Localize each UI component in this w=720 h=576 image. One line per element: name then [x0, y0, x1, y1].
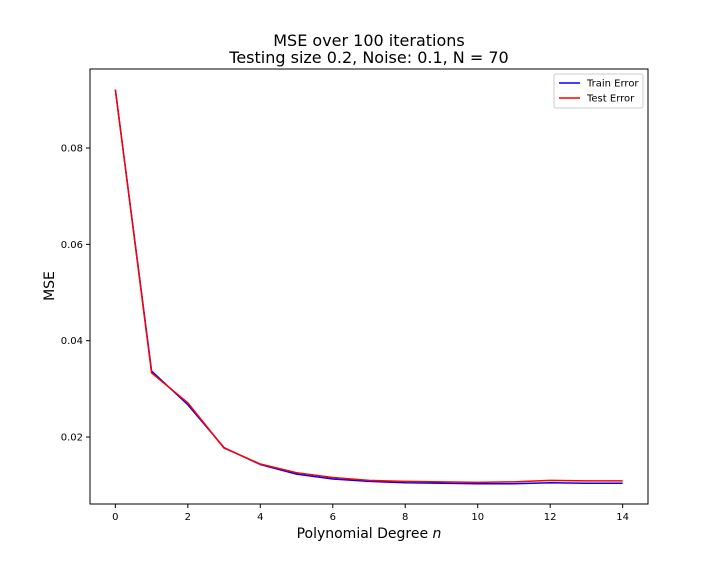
x-axis-label: Polynomial Degree n [297, 526, 442, 542]
x-axis-ticks: 0 2 4 6 8 10 12 14 [112, 504, 629, 523]
x-tick-label: 2 [185, 512, 191, 523]
x-tick-label: 6 [330, 512, 336, 523]
x-tick-label: 14 [616, 512, 629, 523]
y-tick-label: 0.08 [61, 144, 83, 155]
x-tick-label: 8 [402, 512, 408, 523]
y-tick-label: 0.02 [61, 433, 83, 444]
y-tick-label: 0.04 [61, 336, 83, 347]
y-axis-label: MSE [42, 271, 58, 301]
x-tick-label: 12 [544, 512, 557, 523]
x-tick-label: 4 [257, 512, 263, 523]
x-axis-label-text: Polynomial Degree [297, 526, 429, 542]
x-axis-label-variable: n [433, 526, 442, 542]
y-tick-label: 0.06 [61, 240, 83, 251]
chart-title-line-2: Testing size 0.2, Noise: 0.1, N = 70 [228, 48, 508, 67]
legend-label: Train Error [586, 79, 639, 90]
legend-label: Test Error [586, 94, 635, 105]
plot-frame [89, 68, 649, 505]
series-line-test-error [114, 89, 623, 484]
series-lines [114, 89, 623, 485]
legend: Train Error Test Error [553, 73, 644, 109]
y-axis-ticks: 0.02 0.04 0.06 0.08 [61, 144, 90, 444]
x-tick-label: 10 [471, 512, 484, 523]
plot-background [90, 69, 648, 504]
chart-title-line-1: MSE over 100 iterations [273, 31, 464, 50]
plot-area [90, 69, 648, 504]
x-tick-label: 0 [112, 512, 118, 523]
